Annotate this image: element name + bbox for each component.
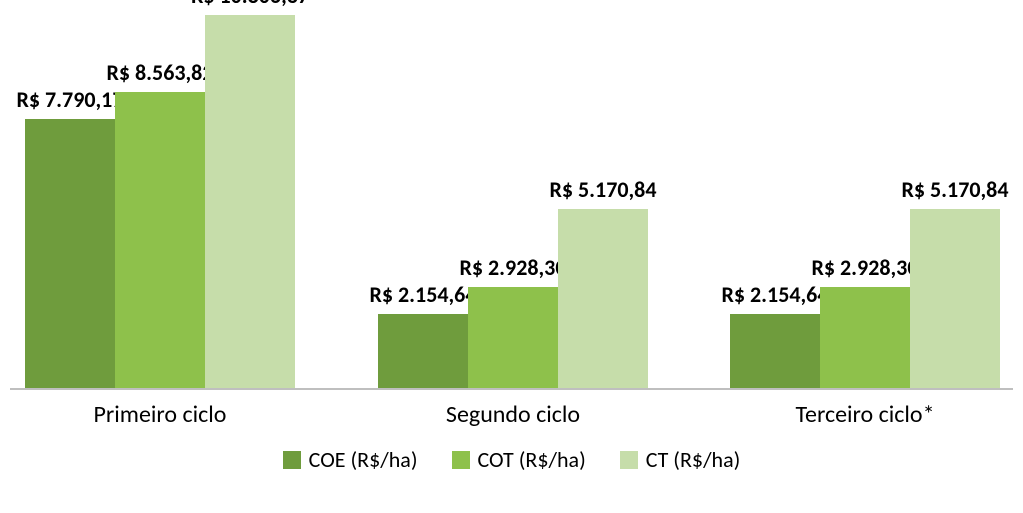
x-axis-label: Primeiro ciclo [25,400,295,429]
x-axis-label: Terceiro ciclo* [730,400,1000,429]
bar-value-label: R$ 5.170,84 [493,176,713,203]
bar [115,92,205,388]
x-axis-label: Segundo ciclo [378,400,648,429]
bar-wrap: R$ 5.170,84 [558,209,648,388]
bar [25,119,115,388]
bar-value-label: R$ 5.170,84 [845,176,1023,203]
legend-swatch [283,451,301,469]
legend-swatch [620,451,638,469]
bar-group: R$ 7.790,17R$ 8.563,82R$ 10.806,37 [25,15,295,388]
bar [730,314,820,388]
bar-group: R$ 2.154,64R$ 2.928,30R$ 5.170,84 [378,209,648,388]
bar [558,209,648,388]
bar-wrap: R$ 10.806,37 [205,15,295,388]
bar-wrap: R$ 8.563,82 [115,92,205,388]
bar-wrap: R$ 5.170,84 [910,209,1000,388]
legend-item: COE (R$/ha) [283,446,418,473]
x-axis-labels: Primeiro ciclo Segundo ciclo Terceiro cicl… [10,390,1013,440]
legend-swatch [452,451,470,469]
bar-chart: R$ 7.790,17R$ 8.563,82R$ 10.806,37 R$ 2.1… [10,10,1013,503]
bar [820,287,910,388]
bar [378,314,468,388]
legend-item: COT (R$/ha) [452,446,586,473]
bar-value-label: R$ 10.806,37 [140,0,360,9]
bar-wrap: R$ 2.154,64 [378,314,468,388]
legend-label: CT (R$/ha) [646,446,741,473]
bar-wrap: R$ 2.928,30 [820,287,910,388]
bar-group: R$ 2.154,64R$ 2.928,30R$ 5.170,84 [730,209,1000,388]
legend-label: COE (R$/ha) [309,446,418,473]
legend-item: CT (R$/ha) [620,446,741,473]
bar-wrap: R$ 2.928,30 [468,287,558,388]
bar-wrap: R$ 2.154,64 [730,314,820,388]
bar [468,287,558,388]
legend-label: COT (R$/ha) [478,446,586,473]
legend: COE (R$/ha) COT (R$/ha) CT (R$/ha) [10,446,1013,473]
bar-wrap: R$ 7.790,17 [25,119,115,388]
bar [205,15,295,388]
plot-area: R$ 7.790,17R$ 8.563,82R$ 10.806,37 R$ 2.1… [10,10,1013,390]
bar [910,209,1000,388]
